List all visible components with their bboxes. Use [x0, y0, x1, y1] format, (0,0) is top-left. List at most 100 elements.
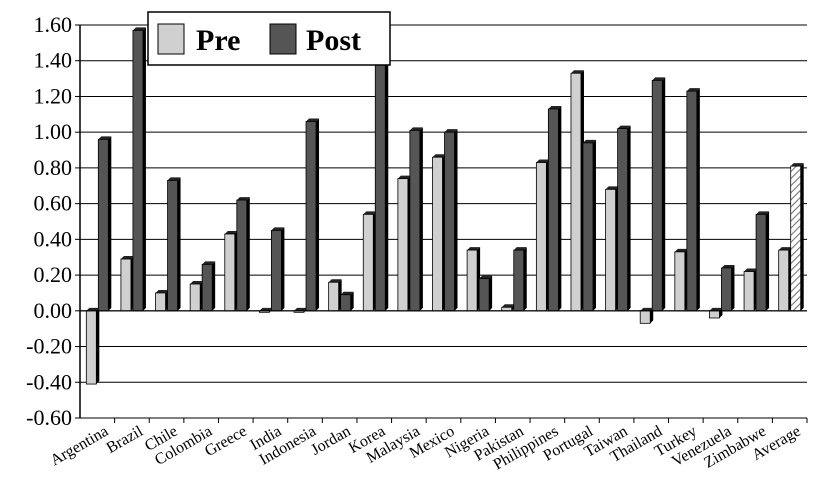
bar-post: [444, 129, 458, 312]
bar-face: [755, 213, 767, 312]
bar-pre: [674, 248, 688, 312]
bar-side: [385, 54, 389, 311]
bar-pre: [709, 307, 723, 319]
bar-top: [548, 105, 562, 109]
bar-top: [570, 70, 584, 74]
bar-pre: [189, 281, 204, 312]
bar-post: [340, 291, 354, 312]
bar-side: [489, 275, 493, 311]
bar-face: [362, 213, 374, 312]
bar-face: [97, 138, 109, 312]
bar-post: [547, 105, 562, 312]
bar-side: [350, 291, 354, 311]
bar-top: [132, 27, 146, 31]
bar-top: [501, 304, 515, 308]
bar-top: [513, 247, 527, 251]
bar-face: [432, 156, 443, 312]
bar-face: [547, 108, 559, 312]
bar-face: [617, 128, 628, 312]
bar-top: [202, 261, 216, 265]
bar-pre: [85, 307, 100, 385]
bar-side: [212, 261, 216, 311]
bar-top: [605, 186, 619, 190]
bar-post: [201, 261, 216, 312]
bar-top: [397, 175, 411, 179]
bar-side: [558, 105, 562, 311]
bar-face: [155, 292, 166, 312]
bar-top: [98, 136, 112, 140]
bar-face: [535, 162, 547, 312]
bar-face: [224, 233, 236, 312]
bar-post: [132, 27, 146, 312]
bar-side: [662, 77, 666, 311]
bar-side: [316, 118, 320, 311]
bar-side: [108, 136, 112, 311]
bar-top: [686, 88, 700, 92]
bar-top: [409, 127, 423, 131]
bar-post: [617, 125, 631, 312]
legend-swatch-pre: [157, 23, 185, 55]
bar-top: [674, 248, 688, 252]
bar-top: [306, 118, 320, 122]
bar-top: [432, 154, 446, 158]
bar-post: [236, 197, 250, 312]
bar-side: [454, 129, 458, 311]
bar-face: [167, 180, 178, 312]
bar-side: [592, 139, 596, 311]
bar-pre: [778, 247, 792, 312]
bar-pre: [362, 211, 377, 312]
y-tick-label: 1.20: [34, 83, 73, 108]
bar-post: [790, 163, 804, 312]
bar-top: [328, 279, 342, 283]
bar-post: [651, 77, 666, 312]
bar-pre: [570, 70, 584, 312]
bar-top: [224, 231, 238, 235]
bar-top: [236, 197, 250, 201]
bar-top: [756, 211, 770, 215]
bar-top: [744, 268, 758, 272]
bar-top: [778, 247, 792, 251]
x-category-labels: ArgentinaBrazilChileColombiaGreeceIndiaI…: [48, 422, 804, 473]
bar-top: [444, 129, 458, 133]
bar-side: [766, 211, 770, 311]
bar-side: [731, 264, 735, 311]
legend-label-pre: Pre: [196, 24, 240, 57]
bar-face: [478, 278, 490, 312]
bar-post: [686, 88, 700, 312]
bar-top: [640, 307, 654, 311]
bar-face: [721, 267, 732, 312]
bar-side: [96, 307, 100, 385]
bar-post: [755, 211, 770, 312]
bar-face: [743, 271, 755, 312]
bar-top: [617, 125, 631, 129]
bar-top: [86, 307, 100, 311]
bar-face: [709, 310, 720, 319]
bar-top: [259, 307, 273, 311]
bar-pre: [259, 307, 273, 313]
bar-top: [479, 275, 493, 279]
legend-box: [147, 11, 391, 66]
y-tick-label: -0.40: [26, 369, 72, 394]
bar-pre: [605, 186, 619, 312]
bar-side: [650, 307, 654, 324]
bar-face: [582, 142, 594, 312]
bar-pre: [120, 256, 134, 312]
bar-top: [467, 247, 481, 251]
bar-post: [478, 275, 493, 312]
bar-pre: [743, 268, 758, 312]
bar-face: [132, 29, 144, 312]
bar-face: [651, 79, 663, 312]
x-category-label: Brazil: [104, 422, 147, 457]
bar-face: [85, 310, 97, 385]
bar-pre: [535, 159, 550, 312]
bar-top: [340, 291, 354, 295]
axes: [75, 24, 808, 423]
bar-face: [189, 283, 201, 312]
bar-face: [444, 131, 455, 312]
bar-pre: [224, 231, 238, 312]
legend: Pre Post: [147, 11, 391, 66]
bar-face: [374, 56, 386, 312]
bar-top: [271, 227, 285, 231]
legend-swatch-post: [269, 23, 297, 55]
